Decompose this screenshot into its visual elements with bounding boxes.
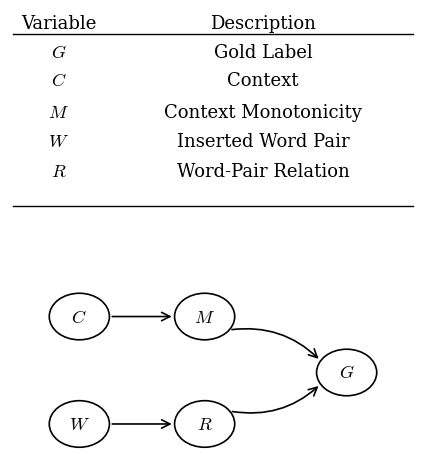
Text: $C$: $C$ <box>51 72 66 90</box>
Text: $M$: $M$ <box>194 308 215 326</box>
Text: $W$: $W$ <box>69 415 90 433</box>
Ellipse shape <box>49 293 109 340</box>
Text: $R$: $R$ <box>197 415 213 433</box>
Text: Variable: Variable <box>21 15 96 33</box>
Text: $M$: $M$ <box>48 103 69 121</box>
Ellipse shape <box>175 401 235 447</box>
Text: Word-Pair Relation: Word-Pair Relation <box>177 163 349 181</box>
Ellipse shape <box>49 401 109 447</box>
Text: $R$: $R$ <box>51 163 66 181</box>
Text: Context Monotonicity: Context Monotonicity <box>164 103 362 121</box>
Text: $G$: $G$ <box>339 364 354 382</box>
Ellipse shape <box>317 349 377 396</box>
Text: Gold Label: Gold Label <box>214 44 313 62</box>
Text: $G$: $G$ <box>51 44 66 62</box>
Text: Inserted Word Pair: Inserted Word Pair <box>177 133 349 151</box>
Text: $C$: $C$ <box>72 308 87 326</box>
Text: $W$: $W$ <box>48 133 69 151</box>
Text: Description: Description <box>210 15 316 33</box>
Text: Context: Context <box>227 72 299 90</box>
Ellipse shape <box>175 293 235 340</box>
